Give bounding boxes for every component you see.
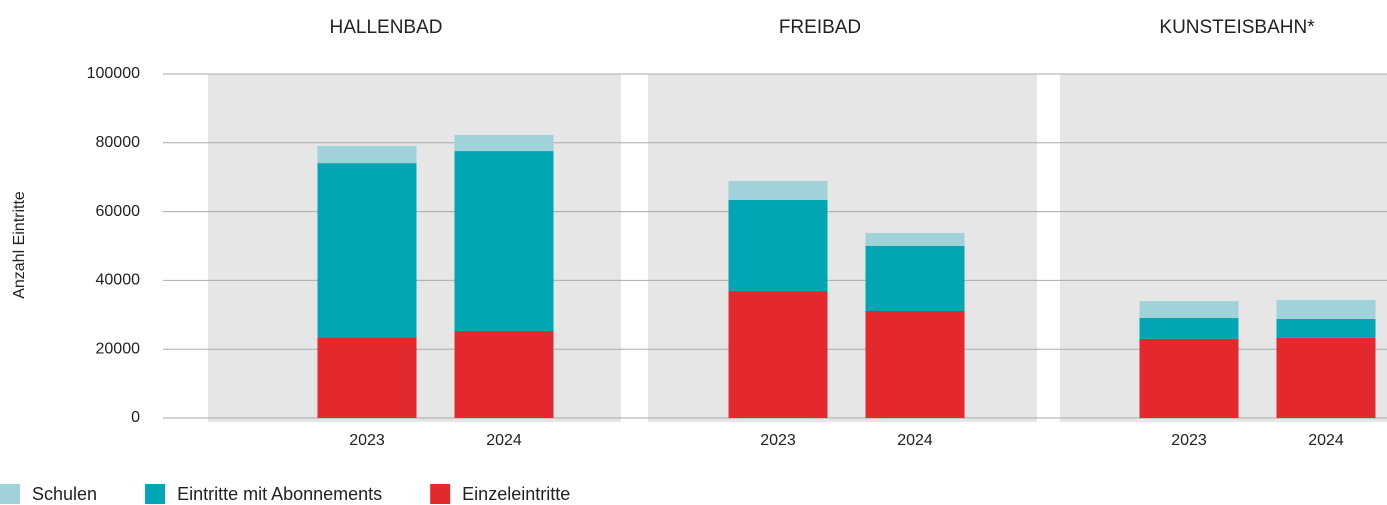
bar-segment bbox=[454, 151, 554, 331]
bar-segment bbox=[1139, 301, 1239, 318]
bar-segment bbox=[1276, 300, 1376, 319]
bar-segment bbox=[865, 311, 965, 418]
legend-label: Eintritte mit Abonnements bbox=[177, 484, 382, 504]
bar-segment bbox=[454, 330, 554, 418]
bar-segment bbox=[728, 180, 828, 200]
y-tick-label: 80000 bbox=[96, 134, 141, 151]
legend-label: Schulen bbox=[32, 484, 97, 504]
x-tick-label: 2023 bbox=[760, 432, 796, 449]
legend-swatch bbox=[0, 484, 20, 504]
bar-segment bbox=[317, 163, 417, 338]
x-tick-label: 2024 bbox=[897, 432, 933, 449]
x-tick-label: 2024 bbox=[1308, 432, 1344, 449]
bar-segment bbox=[865, 232, 965, 246]
bar-segment bbox=[1139, 317, 1239, 339]
bar-segment bbox=[454, 134, 554, 152]
y-tick-label: 100000 bbox=[87, 65, 140, 82]
y-tick-label: 0 bbox=[131, 409, 140, 426]
bar-segment bbox=[728, 291, 828, 418]
panel-background bbox=[648, 74, 1037, 422]
bar-segment bbox=[317, 337, 417, 418]
bar-segment bbox=[728, 199, 828, 292]
y-tick-label: 40000 bbox=[96, 272, 141, 289]
y-axis-label: Anzahl Eintritte bbox=[11, 191, 28, 299]
y-tick-label: 60000 bbox=[96, 203, 141, 220]
x-tick-label: 2023 bbox=[1171, 432, 1207, 449]
bar-segment bbox=[1276, 337, 1376, 418]
x-tick-label: 2024 bbox=[486, 432, 522, 449]
y-tick-label: 20000 bbox=[96, 340, 141, 357]
group-title: KUNSTEISBAHN* bbox=[1159, 17, 1315, 38]
group-title: FREIBAD bbox=[779, 17, 861, 38]
legend-label: Einzeleintritte bbox=[462, 484, 570, 504]
x-tick-label: 2023 bbox=[349, 432, 385, 449]
legend-swatch bbox=[430, 484, 451, 504]
bar-segment bbox=[317, 145, 417, 164]
group-title: HALLENBAD bbox=[330, 17, 443, 38]
bar-segment bbox=[1276, 318, 1376, 338]
bar-segment bbox=[1139, 338, 1239, 418]
bar-segment bbox=[865, 246, 965, 312]
legend-swatch bbox=[145, 484, 166, 504]
